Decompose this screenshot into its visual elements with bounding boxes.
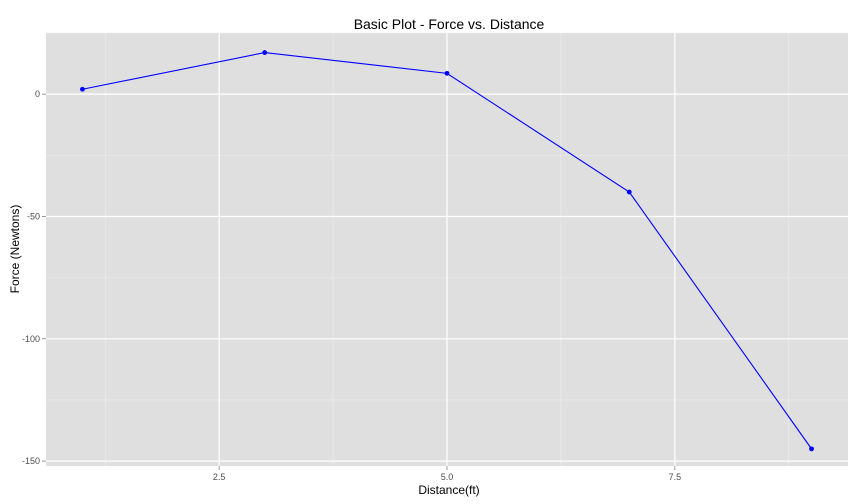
- data-point-0-2: [444, 70, 450, 76]
- y-tick-label-1: -50: [27, 211, 40, 221]
- y-tick-label-0: 0: [35, 89, 40, 99]
- y-tick-label-2: -100: [22, 334, 40, 344]
- data-point-0-3: [626, 189, 632, 195]
- x-tick-label-0: 2.5: [213, 472, 226, 482]
- data-point-0-1: [262, 50, 268, 55]
- data-point-0-4: [809, 446, 814, 452]
- series-layer: [80, 50, 814, 452]
- data-point-0-0: [80, 86, 85, 92]
- x-tick-label-1: 5.0: [441, 472, 454, 482]
- tick-layer: 2.5 5.0 7.5 0 -50 -100 -150: [22, 89, 681, 482]
- y-tick-label-3: -150: [22, 456, 40, 466]
- major-gridlines: [46, 33, 848, 466]
- chart-title: Basic Plot - Force vs. Distance: [354, 16, 545, 32]
- y-axis-title: Force (Newtons): [8, 205, 22, 294]
- x-axis-title: Distance(ft): [418, 483, 479, 497]
- x-tick-label-2: 7.5: [669, 472, 682, 482]
